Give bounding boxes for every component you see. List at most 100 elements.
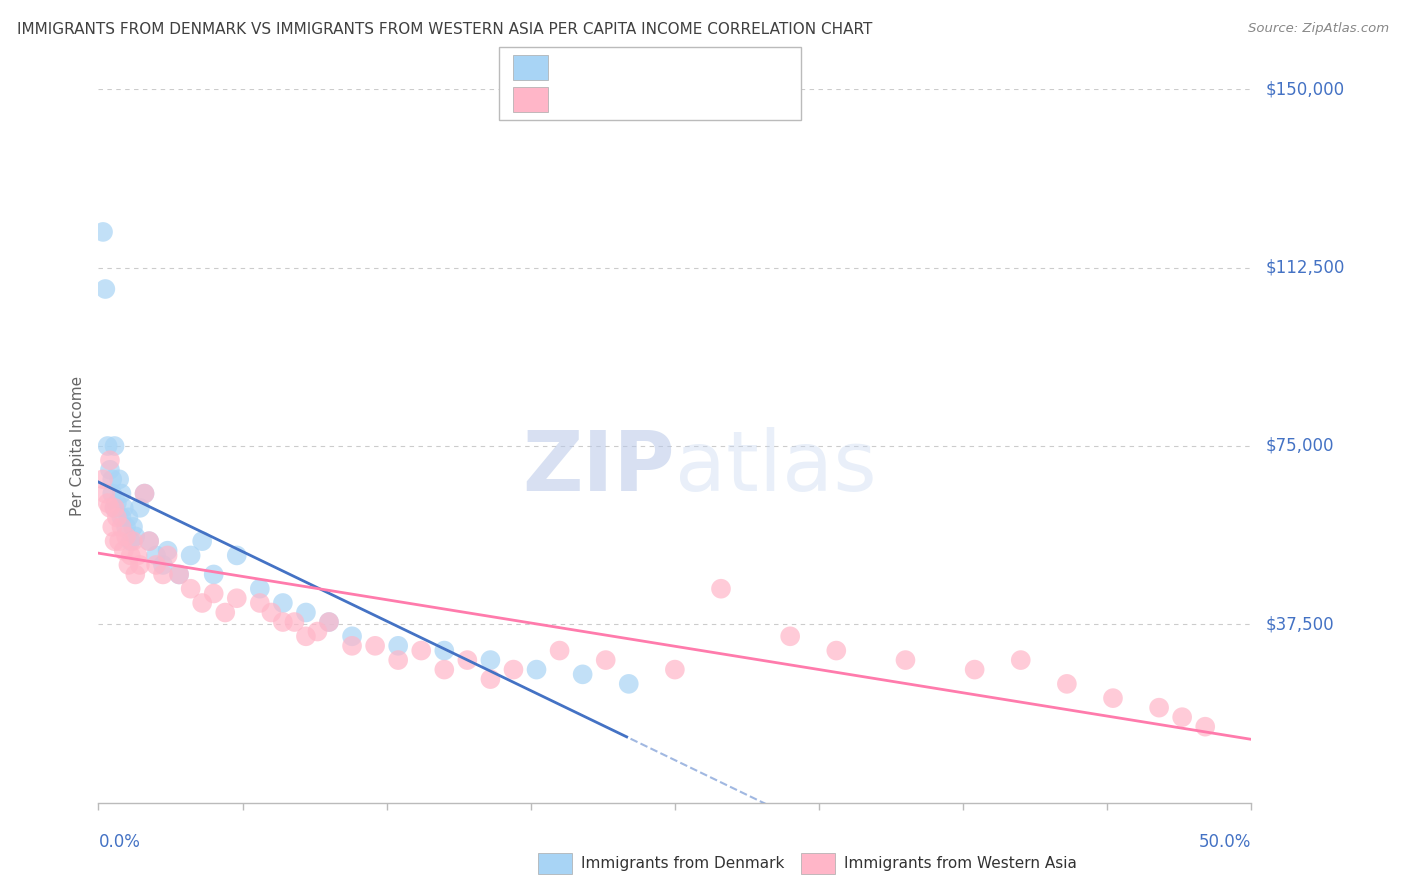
Point <box>307 624 329 639</box>
Point <box>617 677 640 691</box>
Point <box>526 663 548 677</box>
Point <box>124 567 146 582</box>
Point <box>283 615 305 629</box>
Text: Immigrants from Western Asia: Immigrants from Western Asia <box>844 856 1077 871</box>
Point <box>91 472 114 486</box>
Point <box>1147 700 1170 714</box>
Point <box>340 629 363 643</box>
Point <box>117 510 139 524</box>
Point <box>129 558 152 572</box>
Point <box>271 615 294 629</box>
Point <box>97 439 120 453</box>
Point <box>105 496 128 510</box>
Point <box>103 439 125 453</box>
Point <box>364 639 387 653</box>
Point <box>963 663 986 677</box>
Point <box>318 615 340 629</box>
Point <box>112 500 135 515</box>
Point <box>433 643 456 657</box>
Point <box>98 453 121 467</box>
Point <box>502 663 524 677</box>
Point <box>103 500 125 515</box>
Text: $75,000: $75,000 <box>1265 437 1334 455</box>
Text: $150,000: $150,000 <box>1265 80 1344 98</box>
Point <box>98 463 121 477</box>
Point <box>122 520 145 534</box>
Point <box>825 643 848 657</box>
Point <box>167 567 190 582</box>
Point <box>112 543 135 558</box>
Point <box>249 582 271 596</box>
Point <box>145 549 167 563</box>
Point <box>103 500 125 515</box>
Point <box>595 653 617 667</box>
Point <box>156 543 179 558</box>
Point <box>340 639 363 653</box>
Point <box>145 558 167 572</box>
Point <box>225 591 247 606</box>
Y-axis label: Per Capita Income: Per Capita Income <box>69 376 84 516</box>
Point <box>214 606 236 620</box>
Point <box>94 486 117 500</box>
Point <box>122 534 145 549</box>
Point <box>117 558 139 572</box>
Point <box>479 672 502 686</box>
Point <box>411 643 433 657</box>
Point <box>91 225 114 239</box>
Point <box>152 558 174 572</box>
Point <box>202 586 225 600</box>
Point <box>110 510 132 524</box>
Point <box>110 486 132 500</box>
Point <box>779 629 801 643</box>
Point <box>101 472 124 486</box>
Point <box>479 653 502 667</box>
Point <box>295 606 318 620</box>
Text: R = -0.274  N = 40: R = -0.274 N = 40 <box>558 60 711 75</box>
Point <box>115 520 138 534</box>
Point <box>1194 720 1216 734</box>
Point <box>571 667 593 681</box>
Point <box>134 486 156 500</box>
Point <box>295 629 318 643</box>
Text: IMMIGRANTS FROM DENMARK VS IMMIGRANTS FROM WESTERN ASIA PER CAPITA INCOME CORREL: IMMIGRANTS FROM DENMARK VS IMMIGRANTS FR… <box>17 22 872 37</box>
Point <box>1171 710 1194 724</box>
Text: 0.0%: 0.0% <box>98 833 141 851</box>
Point <box>120 534 142 549</box>
Point <box>710 582 733 596</box>
Point <box>387 653 409 667</box>
Point <box>115 529 138 543</box>
Point <box>180 549 202 563</box>
Point <box>180 582 202 596</box>
Point <box>249 596 271 610</box>
Point <box>110 520 132 534</box>
Point <box>103 534 125 549</box>
Point <box>101 520 124 534</box>
Point <box>138 534 160 549</box>
Point <box>152 567 174 582</box>
Point <box>191 596 214 610</box>
Point <box>271 596 294 610</box>
Point <box>156 549 179 563</box>
Point <box>120 549 142 563</box>
Point <box>138 534 160 549</box>
Point <box>260 606 283 620</box>
Point <box>167 567 190 582</box>
Text: Source: ZipAtlas.com: Source: ZipAtlas.com <box>1249 22 1389 36</box>
Point <box>105 510 128 524</box>
Point <box>1010 653 1032 667</box>
Text: ZIP: ZIP <box>523 427 675 508</box>
Point <box>101 486 124 500</box>
Point <box>127 549 149 563</box>
Point <box>108 472 131 486</box>
Point <box>456 653 478 667</box>
Point <box>191 534 214 549</box>
Point <box>1056 677 1078 691</box>
Point <box>108 534 131 549</box>
Point <box>124 529 146 543</box>
Text: Immigrants from Denmark: Immigrants from Denmark <box>581 856 785 871</box>
Point <box>134 486 156 500</box>
Point <box>98 500 121 515</box>
Text: $37,500: $37,500 <box>1265 615 1334 633</box>
Point <box>433 663 456 677</box>
Point <box>129 500 152 515</box>
